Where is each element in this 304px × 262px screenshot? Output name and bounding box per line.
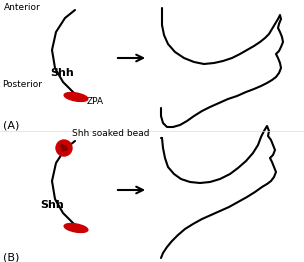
Circle shape — [64, 146, 66, 148]
Text: (B): (B) — [3, 252, 19, 262]
Text: (A): (A) — [3, 120, 19, 130]
Ellipse shape — [64, 92, 88, 101]
Circle shape — [65, 148, 67, 150]
Circle shape — [56, 140, 72, 156]
Text: Anterior: Anterior — [4, 3, 41, 12]
Text: Shh soaked bead: Shh soaked bead — [72, 129, 150, 138]
Text: Shh: Shh — [40, 200, 64, 210]
Text: Shh: Shh — [50, 68, 74, 78]
Circle shape — [62, 149, 64, 151]
Circle shape — [61, 145, 63, 147]
Text: Posterior: Posterior — [2, 80, 42, 89]
Text: ZPA: ZPA — [87, 97, 104, 106]
Ellipse shape — [64, 223, 88, 232]
